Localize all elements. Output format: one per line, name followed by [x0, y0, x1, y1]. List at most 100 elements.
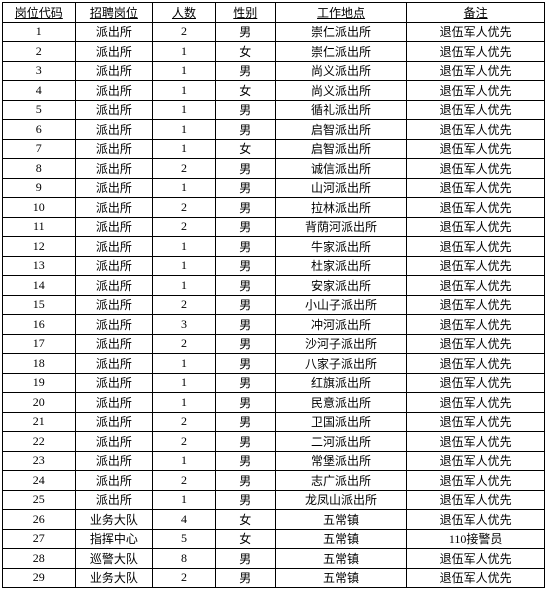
table-cell: 派出所: [75, 198, 153, 218]
table-cell: 女: [215, 139, 275, 159]
table-cell: 退伍军人优先: [407, 237, 545, 257]
table-cell: 派出所: [75, 276, 153, 296]
table-row: 7派出所1女启智派出所退伍军人优先: [3, 139, 545, 159]
table-cell: 2: [153, 217, 216, 237]
table-row: 10派出所2男拉林派出所退伍军人优先: [3, 198, 545, 218]
table-cell: 沙河子派出所: [275, 334, 406, 354]
table-cell: 1: [3, 22, 76, 42]
table-cell: 派出所: [75, 139, 153, 159]
table-cell: 派出所: [75, 295, 153, 315]
table-cell: 1: [153, 276, 216, 296]
table-cell: 业务大队: [75, 568, 153, 588]
table-cell: 男: [215, 256, 275, 276]
table-cell: 男: [215, 217, 275, 237]
table-cell: 崇仁派出所: [275, 22, 406, 42]
table-cell: 1: [153, 61, 216, 81]
table-cell: 退伍军人优先: [407, 81, 545, 101]
table-cell: 启智派出所: [275, 139, 406, 159]
table-cell: 派出所: [75, 373, 153, 393]
table-cell: 1: [153, 81, 216, 101]
table-row: 26业务大队4女五常镇退伍军人优先: [3, 510, 545, 530]
table-row: 24派出所2男志广派出所退伍军人优先: [3, 471, 545, 491]
table-cell: 2: [153, 412, 216, 432]
table-cell: 退伍军人优先: [407, 100, 545, 120]
table-row: 4派出所1女尚义派出所退伍军人优先: [3, 81, 545, 101]
recruitment-table: 岗位代码 招聘岗位 人数 性别 工作地点 备注 1派出所2男崇仁派出所退伍军人优…: [2, 2, 545, 588]
table-cell: 男: [215, 120, 275, 140]
table-row: 9派出所1男山河派出所退伍军人优先: [3, 178, 545, 198]
table-row: 2派出所1女崇仁派出所退伍军人优先: [3, 42, 545, 62]
table-cell: 3: [3, 61, 76, 81]
table-cell: 2: [153, 22, 216, 42]
table-cell: 尚义派出所: [275, 61, 406, 81]
table-cell: 龙凤山派出所: [275, 490, 406, 510]
table-cell: 9: [3, 178, 76, 198]
table-cell: 男: [215, 159, 275, 179]
table-cell: 派出所: [75, 159, 153, 179]
table-row: 22派出所2男二河派出所退伍军人优先: [3, 432, 545, 452]
table-cell: 男: [215, 451, 275, 471]
table-cell: 派出所: [75, 490, 153, 510]
table-cell: 2: [153, 295, 216, 315]
table-cell: 男: [215, 295, 275, 315]
table-cell: 五常镇: [275, 529, 406, 549]
table-cell: 尚义派出所: [275, 81, 406, 101]
table-cell: 小山子派出所: [275, 295, 406, 315]
table-cell: 1: [153, 354, 216, 374]
table-cell: 派出所: [75, 354, 153, 374]
table-cell: 退伍军人优先: [407, 393, 545, 413]
table-cell: 3: [153, 315, 216, 335]
table-cell: 男: [215, 334, 275, 354]
table-cell: 退伍军人优先: [407, 256, 545, 276]
table-cell: 退伍军人优先: [407, 178, 545, 198]
table-cell: 退伍军人优先: [407, 373, 545, 393]
table-cell: 业务大队: [75, 510, 153, 530]
table-cell: 山河派出所: [275, 178, 406, 198]
table-cell: 1: [153, 373, 216, 393]
table-cell: 女: [215, 529, 275, 549]
table-cell: 26: [3, 510, 76, 530]
table-cell: 29: [3, 568, 76, 588]
table-cell: 退伍军人优先: [407, 159, 545, 179]
table-cell: 24: [3, 471, 76, 491]
table-cell: 4: [3, 81, 76, 101]
table-cell: 背荫河派出所: [275, 217, 406, 237]
table-cell: 退伍军人优先: [407, 139, 545, 159]
table-cell: 派出所: [75, 22, 153, 42]
table-cell: 退伍军人优先: [407, 432, 545, 452]
table-cell: 安家派出所: [275, 276, 406, 296]
table-cell: 拉林派出所: [275, 198, 406, 218]
table-cell: 退伍军人优先: [407, 354, 545, 374]
table-cell: 派出所: [75, 256, 153, 276]
table-cell: 19: [3, 373, 76, 393]
table-cell: 男: [215, 178, 275, 198]
table-cell: 15: [3, 295, 76, 315]
table-cell: 崇仁派出所: [275, 42, 406, 62]
table-cell: 2: [153, 568, 216, 588]
table-cell: 16: [3, 315, 76, 335]
table-cell: 退伍军人优先: [407, 61, 545, 81]
table-cell: 派出所: [75, 237, 153, 257]
table-cell: 冲河派出所: [275, 315, 406, 335]
table-cell: 红旗派出所: [275, 373, 406, 393]
table-cell: 23: [3, 451, 76, 471]
table-cell: 退伍军人优先: [407, 22, 545, 42]
table-cell: 2: [153, 432, 216, 452]
table-cell: 1: [153, 256, 216, 276]
table-cell: 派出所: [75, 412, 153, 432]
table-row: 18派出所1男八家子派出所退伍军人优先: [3, 354, 545, 374]
header-gender: 性别: [215, 3, 275, 23]
table-cell: 杜家派出所: [275, 256, 406, 276]
table-row: 21派出所2男卫国派出所退伍军人优先: [3, 412, 545, 432]
header-count: 人数: [153, 3, 216, 23]
table-cell: 退伍军人优先: [407, 42, 545, 62]
table-cell: 派出所: [75, 471, 153, 491]
table-cell: 1: [153, 120, 216, 140]
table-cell: 五常镇: [275, 549, 406, 569]
table-cell: 派出所: [75, 334, 153, 354]
table-cell: 退伍军人优先: [407, 510, 545, 530]
table-cell: 牛家派出所: [275, 237, 406, 257]
table-cell: 男: [215, 100, 275, 120]
table-cell: 1: [153, 490, 216, 510]
header-note: 备注: [407, 3, 545, 23]
